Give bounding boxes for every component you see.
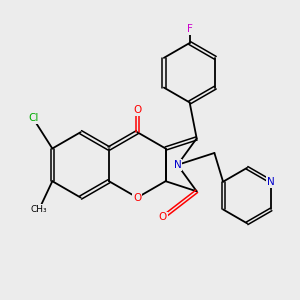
Text: F: F [187, 24, 193, 34]
Text: O: O [133, 193, 141, 202]
Text: N: N [174, 160, 181, 170]
Text: O: O [159, 212, 167, 222]
Text: N: N [267, 177, 275, 187]
Text: Cl: Cl [28, 113, 38, 123]
Text: O: O [133, 105, 141, 116]
Text: CH₃: CH₃ [31, 205, 47, 214]
